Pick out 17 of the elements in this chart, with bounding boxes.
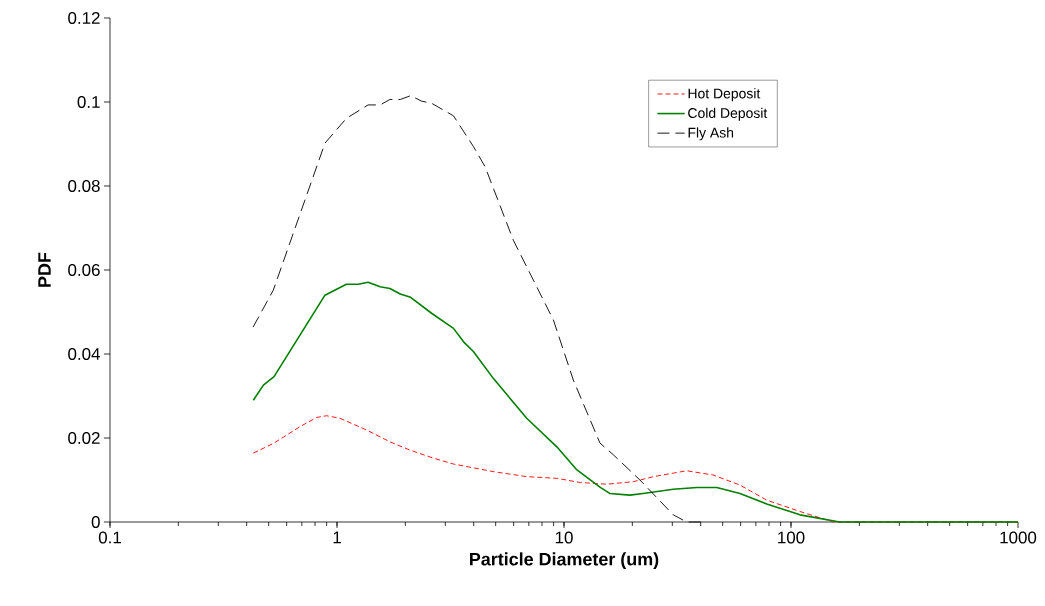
y-tick-label: 0.06 — [68, 264, 100, 276]
legend-label: Cold Deposit — [688, 107, 768, 121]
x-tick-label: 1000 — [1000, 531, 1037, 544]
y-axis-title: PDF — [38, 252, 51, 287]
x-tick-label: 10 — [555, 531, 573, 544]
y-tick-label: 0.02 — [68, 432, 100, 444]
y-tick-label: 0.08 — [68, 180, 100, 192]
y-tick-label: 0.12 — [68, 12, 100, 24]
x-tick-label: 100 — [778, 531, 805, 544]
x-axis-title: Particle Diameter (um) — [470, 552, 659, 570]
y-tick-label: 0.1 — [77, 96, 100, 108]
legend-label: Fly Ash — [688, 127, 734, 141]
x-tick-label: 0.1 — [98, 531, 121, 544]
x-tick-label: 1 — [333, 531, 341, 544]
legend-label: Hot Deposit — [688, 88, 761, 102]
y-tick-label: 0 — [91, 516, 100, 528]
y-tick-label: 0.04 — [68, 348, 100, 360]
